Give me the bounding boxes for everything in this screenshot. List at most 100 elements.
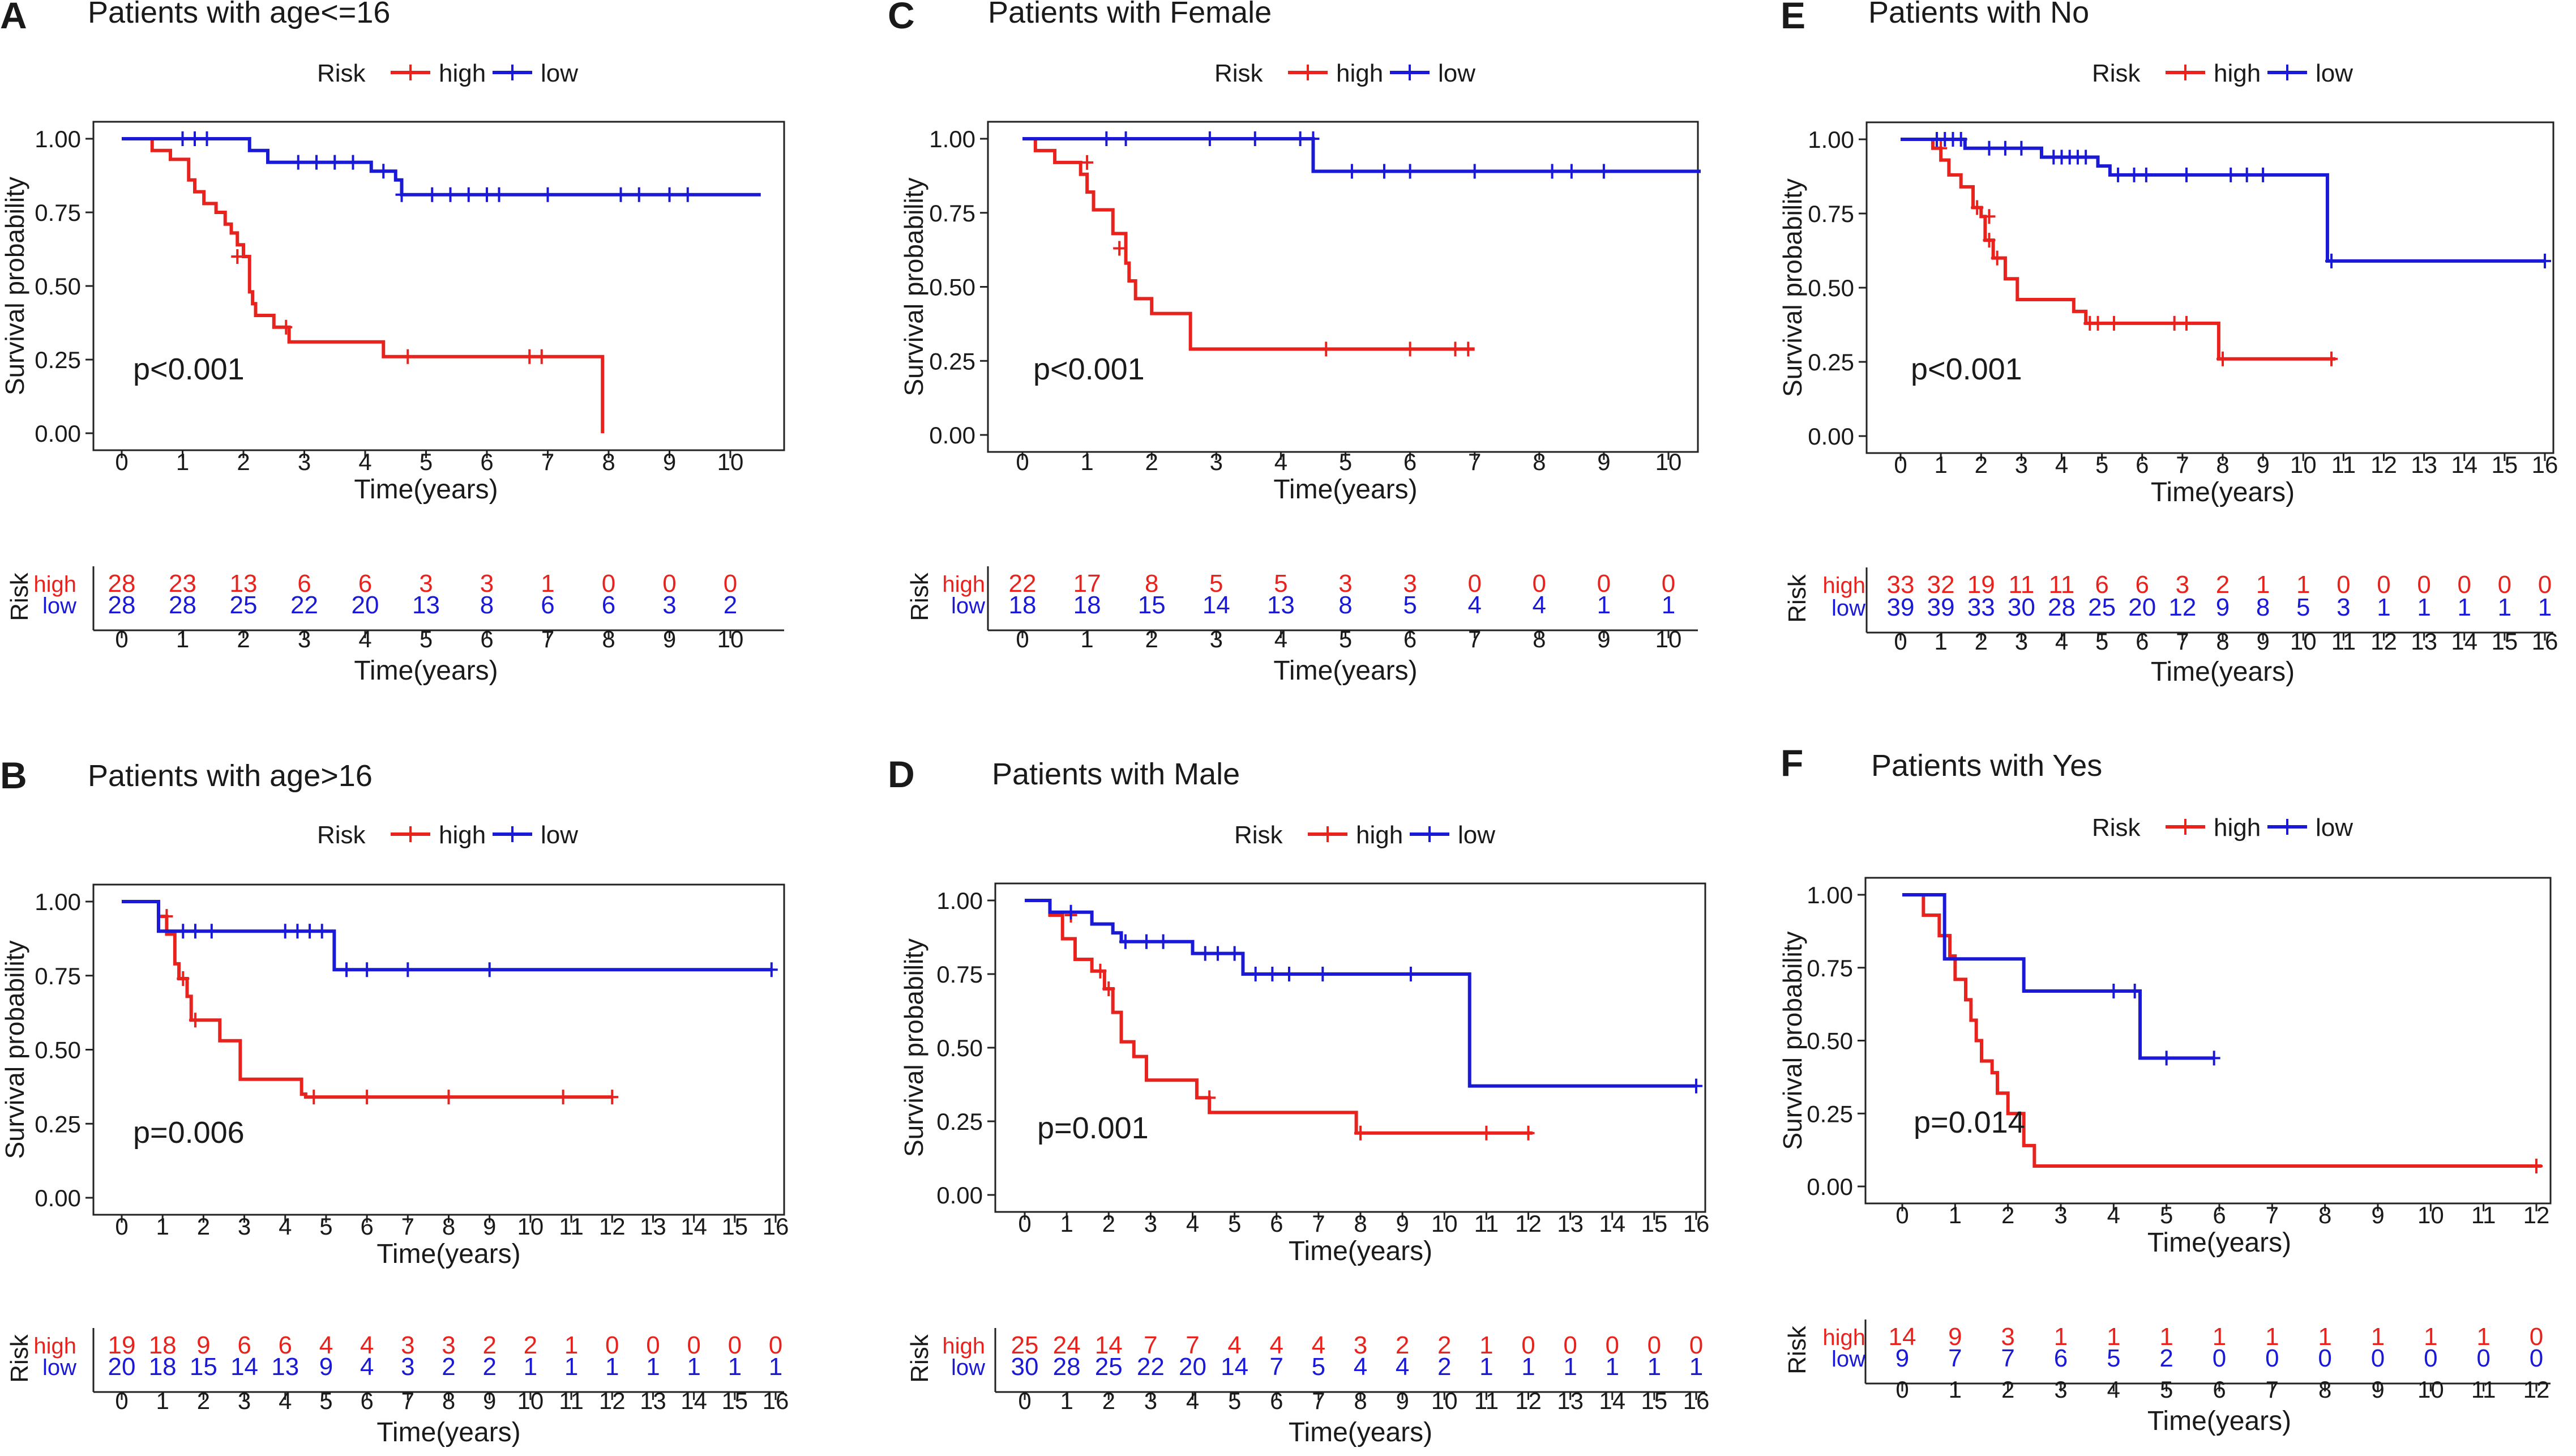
x-tick-label: 4 — [2055, 451, 2068, 478]
x-tick-label: 3 — [1144, 1210, 1157, 1237]
censor-mark-low — [340, 962, 353, 977]
chart-title: Patients with Female — [988, 0, 1272, 29]
risk-x-tick-label: 3 — [2054, 1376, 2067, 1403]
risk-count-high: 2 — [1396, 1331, 1409, 1359]
censor-mark-low — [1307, 131, 1320, 146]
risk-count-low: 9 — [2216, 593, 2230, 621]
y-tick-label: 0.25 — [35, 347, 81, 373]
risk-count-low: 1 — [769, 1353, 782, 1381]
risk-count-high: 0 — [2538, 571, 2552, 599]
x-tick-label: 13 — [2411, 451, 2437, 478]
risk-table: Risk highlow33390323911933211303112846255… — [1783, 567, 2558, 687]
censor-mark-high — [1203, 1090, 1216, 1105]
censor-mark-low — [189, 924, 202, 939]
risk-count-low: 6 — [541, 591, 554, 619]
risk-count-high: 5 — [1274, 570, 1287, 597]
risk-count-low: 2 — [442, 1353, 455, 1381]
risk-table: Risk highlow28280232811325262236204313538… — [6, 566, 784, 686]
risk-count-low: 7 — [1948, 1344, 1962, 1372]
censor-mark-high — [177, 971, 190, 986]
censor-mark-low — [205, 924, 218, 939]
legend: Risk high low — [317, 821, 578, 849]
risk-table: Risk highlow22180171818152514351343853560… — [906, 566, 1698, 686]
censor-mark-high — [1403, 341, 1417, 357]
risk-count-low: 1 — [1648, 1353, 1661, 1381]
x-tick-label: 9 — [1597, 449, 1610, 475]
risk-count-low: 28 — [2048, 593, 2076, 621]
risk-x-tick-label: 7 — [1468, 626, 1481, 652]
x-tick-label: 3 — [2054, 1202, 2067, 1228]
risk-count-low: 13 — [412, 591, 440, 619]
x-tick-label: 7 — [1312, 1210, 1325, 1237]
censor-mark-high — [1480, 1125, 1493, 1141]
risk-row-label-high: high — [33, 1334, 76, 1359]
risk-count-high: 2 — [524, 1331, 537, 1359]
legend-label-low: low — [1438, 59, 1475, 87]
risk-count-low: 9 — [1895, 1344, 1909, 1372]
censor-mark-low — [1140, 934, 1153, 949]
x-tick-label: 4 — [279, 1213, 292, 1240]
censor-mark-low — [1249, 967, 1262, 981]
risk-count-low: 0 — [2213, 1344, 2226, 1372]
x-tick-label: 6 — [2136, 451, 2149, 478]
risk-x-axis-label: Time(years) — [354, 656, 498, 686]
censor-mark-low — [1119, 131, 1132, 146]
x-tick-label: 11 — [2331, 451, 2356, 478]
risk-count-high: 23 — [169, 570, 196, 597]
x-tick-label: 7 — [1468, 449, 1481, 475]
risk-count-low: 20 — [2128, 593, 2156, 621]
risk-count-high: 0 — [1662, 570, 1675, 597]
risk-count-high: 6 — [279, 1331, 292, 1359]
risk-x-axis-label: Time(years) — [2147, 1406, 2291, 1436]
x-tick-label: 8 — [442, 1213, 455, 1240]
risk-count-low: 0 — [2318, 1344, 2331, 1372]
risk-x-tick-label: 8 — [442, 1387, 455, 1414]
risk-row-label-high: high — [1822, 573, 1865, 598]
censor-mark-low — [1211, 946, 1224, 961]
censor-mark-low — [663, 187, 676, 202]
plot-frame — [994, 882, 1706, 1213]
risk-x-tick-label: 8 — [1354, 1387, 1367, 1414]
x-tick-label: 14 — [2451, 451, 2477, 478]
censor-mark-high — [280, 319, 293, 335]
censor-mark-low — [493, 187, 506, 202]
risk-x-tick-label: 2 — [197, 1387, 210, 1414]
risk-table-title: Risk — [906, 1334, 934, 1383]
x-tick-label: 1 — [156, 1213, 169, 1240]
survival-curve-high — [1901, 138, 2336, 361]
risk-count-high: 0 — [662, 570, 676, 597]
x-tick-label: 16 — [1683, 1210, 1710, 1237]
legend-title: Risk — [317, 59, 366, 87]
risk-x-tick-label: 0 — [1894, 628, 1907, 655]
risk-count-high: 22 — [1009, 570, 1037, 597]
censor-mark-high — [1983, 209, 1996, 224]
risk-x-tick-label: 11 — [559, 1387, 584, 1414]
panel-letter: D — [888, 753, 915, 795]
censor-mark-high — [1522, 1125, 1535, 1141]
x-tick-label: 3 — [238, 1213, 251, 1240]
x-tick-label: 5 — [420, 449, 433, 475]
risk-count-high: 25 — [1011, 1331, 1039, 1359]
censor-mark-low — [2139, 167, 2153, 182]
risk-count-low: 15 — [1138, 591, 1166, 619]
risk-count-high: 0 — [602, 570, 615, 597]
risk-count-low: 2 — [482, 1353, 496, 1381]
risk-count-high: 0 — [2530, 1323, 2543, 1351]
censor-mark-low — [1248, 131, 1261, 146]
y-axis-label: Survival probability — [1778, 178, 1807, 397]
y-tick-label: 0.75 — [929, 200, 975, 227]
survival-curve-low — [1022, 137, 1701, 173]
risk-row-label-high: high — [1822, 1325, 1865, 1350]
censor-mark-high — [1935, 140, 1948, 156]
censor-mark-high — [1354, 1125, 1367, 1141]
x-tick-label: 11 — [559, 1213, 584, 1240]
x-tick-label: 12 — [2370, 451, 2397, 478]
risk-count-high: 3 — [2001, 1323, 2014, 1351]
risk-count-high: 6 — [297, 570, 311, 597]
risk-x-tick-label: 4 — [1274, 626, 1287, 652]
risk-x-tick-label: 0 — [1016, 626, 1029, 652]
censor-mark-low — [632, 187, 645, 202]
survival-curve-high — [1022, 137, 1475, 351]
legend-label-low: low — [1458, 821, 1495, 849]
